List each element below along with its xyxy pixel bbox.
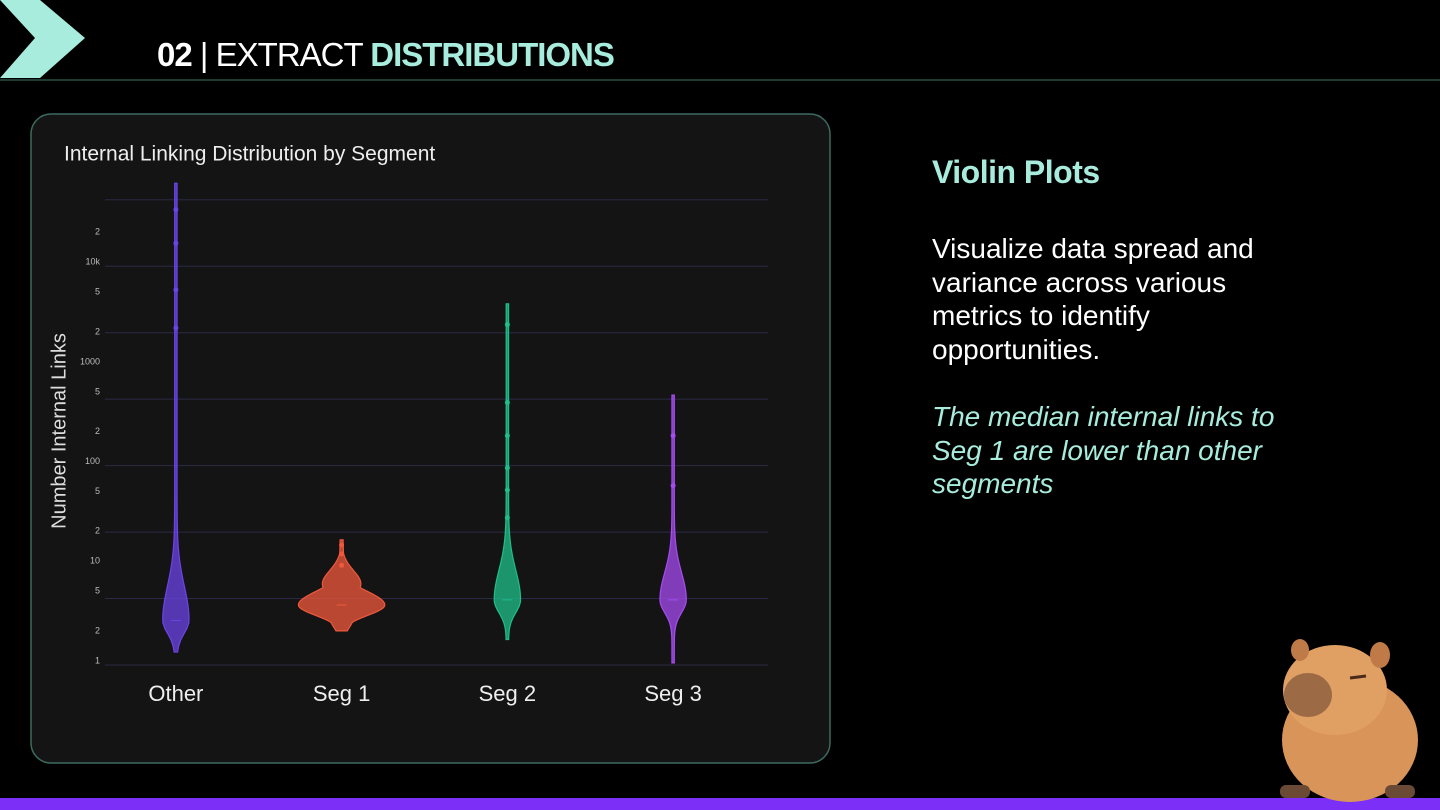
- outlier-point: [504, 465, 510, 471]
- side-body: Visualize data spread and variance acros…: [932, 233, 1254, 365]
- y-tick-label: 10: [90, 556, 100, 566]
- outlier-point: [670, 433, 676, 439]
- y-tick-label: 1: [95, 655, 100, 665]
- side-heading: Violin Plots: [932, 154, 1100, 190]
- x-tick-label: Seg 3: [644, 681, 702, 706]
- y-tick-label: 100: [85, 456, 100, 466]
- outlier-point: [504, 322, 510, 328]
- slide-header: 02 | EXTRACT DISTRIBUTIONS: [157, 36, 615, 74]
- chart-title: Internal Linking Distribution by Segment: [64, 143, 435, 166]
- outlier-point: [173, 207, 179, 213]
- y-tick-label: 5: [95, 486, 100, 496]
- x-tick-label: Seg 2: [479, 681, 537, 706]
- x-tick-label: Seg 1: [313, 681, 371, 706]
- violin-body: [659, 394, 687, 664]
- chevron: [0, 0, 85, 78]
- violin-body: [297, 539, 386, 632]
- outlier-point: [339, 562, 345, 568]
- y-tick-label: 2: [95, 426, 100, 436]
- mascot: [1280, 639, 1418, 802]
- outlier-point: [504, 515, 510, 521]
- y-tick-label: 1000: [80, 356, 100, 366]
- header-highlight: DISTRIBUTIONS: [370, 36, 615, 73]
- y-tick-label: 5: [95, 586, 100, 596]
- outlier-point: [339, 542, 345, 548]
- side-note: The median internal links to Seg 1 are l…: [932, 401, 1275, 499]
- y-tick-label: 2: [95, 526, 100, 536]
- y-tick-label: 5: [95, 287, 100, 297]
- outlier-point: [504, 433, 510, 439]
- outlier-point: [173, 240, 179, 246]
- violin-body: [493, 303, 522, 641]
- outlier-point: [504, 399, 510, 405]
- separator: |: [199, 36, 209, 73]
- y-tick-label: 2: [95, 227, 100, 237]
- outlier-point: [173, 325, 179, 331]
- x-tick-label: Other: [148, 681, 203, 706]
- outlier-point: [670, 483, 676, 489]
- chart-card: [30, 113, 831, 764]
- outlier-point: [173, 287, 179, 293]
- outlier-point: [339, 551, 345, 557]
- header-prefix: EXTRACT: [215, 36, 363, 73]
- y-axis-label: Number Internal Links: [48, 333, 70, 529]
- footer-bar: [0, 798, 1440, 810]
- y-tick-label: 2: [95, 326, 100, 336]
- y-tick-label: 10k: [85, 257, 100, 267]
- section-number: 02: [157, 36, 193, 73]
- side-panel: Violin Plots: [932, 154, 1312, 191]
- y-tick-label: 2: [95, 625, 100, 635]
- y-tick-label: 5: [95, 386, 100, 396]
- outlier-point: [504, 487, 510, 493]
- violin-body: [162, 182, 190, 653]
